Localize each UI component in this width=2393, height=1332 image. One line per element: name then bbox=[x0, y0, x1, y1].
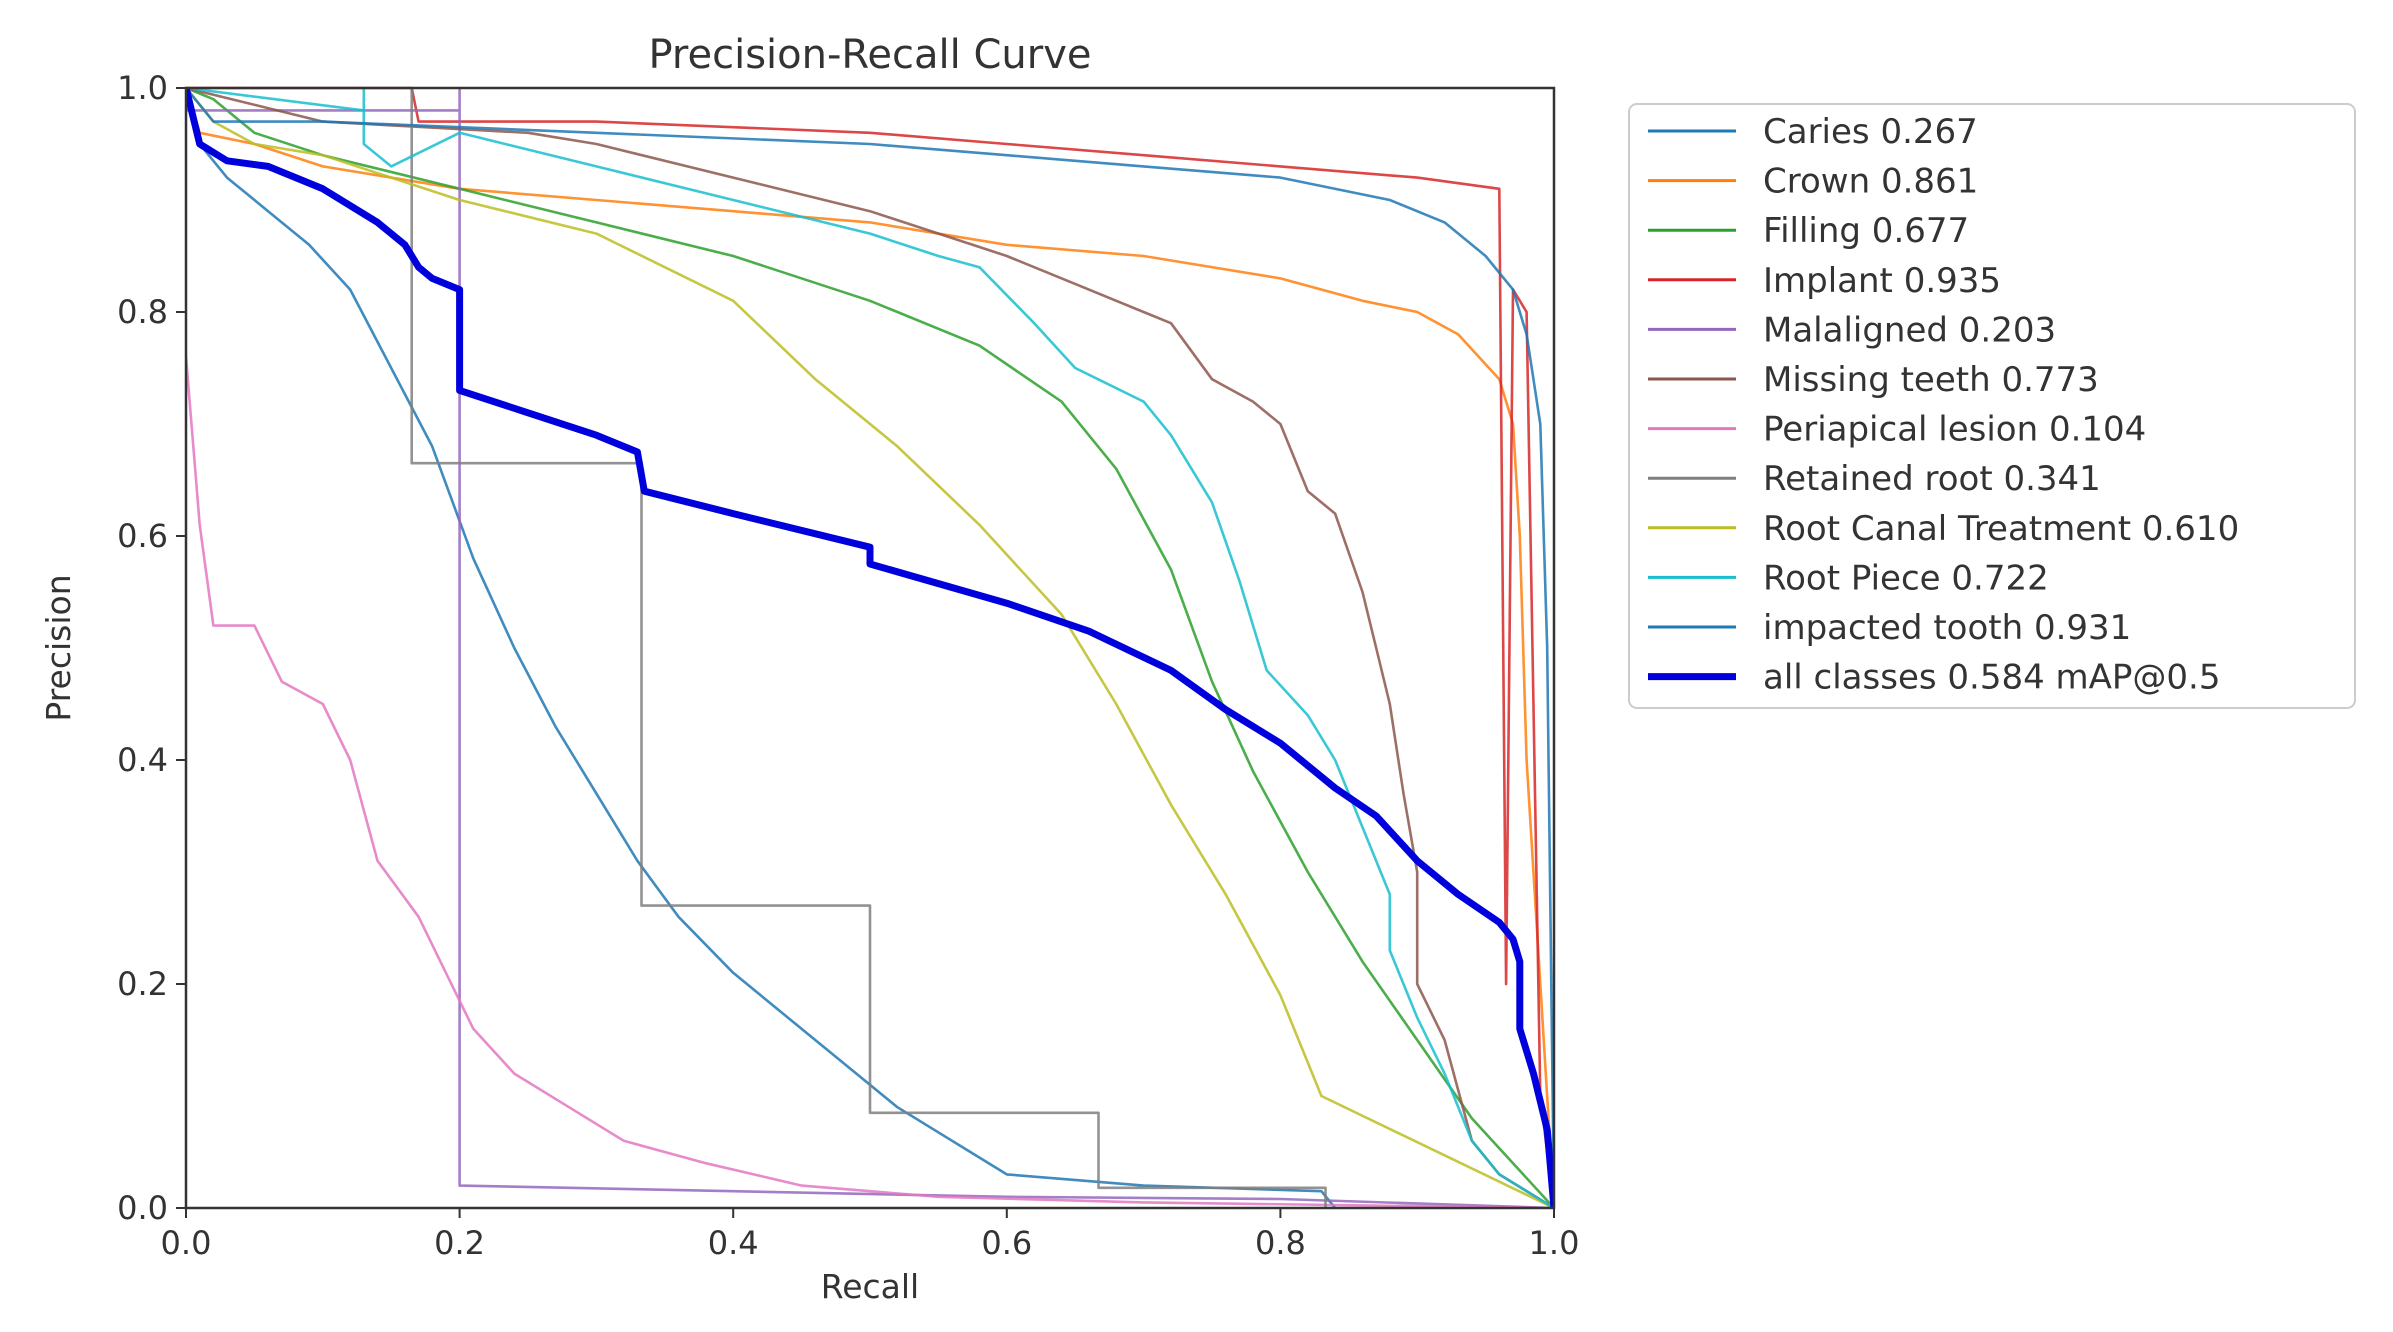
x-tick-label: 0.0 bbox=[161, 1224, 212, 1262]
legend-label-11: all classes 0.584 mAP@0.5 bbox=[1763, 658, 2220, 698]
x-tick-label: 0.8 bbox=[1255, 1224, 1306, 1262]
x-tick-label: 1.0 bbox=[1529, 1224, 1580, 1262]
x-axis-label: Recall bbox=[821, 1267, 919, 1306]
y-tick-label: 0.2 bbox=[117, 965, 168, 1003]
y-tick-label: 0.4 bbox=[117, 741, 168, 779]
x-tick-label: 0.2 bbox=[434, 1224, 485, 1262]
legend-label-4: Malaligned 0.203 bbox=[1763, 310, 2056, 350]
series-line-11 bbox=[186, 87, 1554, 1208]
series-line-9 bbox=[186, 86, 1554, 1208]
y-tick-label: 0.8 bbox=[117, 293, 168, 331]
series-line-5 bbox=[186, 86, 1554, 1208]
legend-box bbox=[1628, 103, 2356, 709]
y-tick-label: 0.6 bbox=[117, 517, 168, 555]
legend-label-7: Retained root 0.341 bbox=[1763, 459, 2101, 499]
legend-label-5: Missing teeth 0.773 bbox=[1763, 360, 2099, 400]
legend-label-3: Implant 0.935 bbox=[1763, 261, 2001, 301]
x-tick-label: 0.4 bbox=[708, 1224, 759, 1262]
legend-label-0: Caries 0.267 bbox=[1763, 112, 1978, 152]
x-tick-label: 0.6 bbox=[981, 1224, 1032, 1262]
legend: Caries 0.267 Crown 0.861 Filling 0.677 Impl… bbox=[1628, 103, 2356, 709]
series-line-4 bbox=[186, 86, 1554, 1208]
legend-label-1: Crown 0.861 bbox=[1763, 162, 1978, 202]
series-line-1 bbox=[186, 87, 1554, 1208]
legend-label-2: Filling 0.677 bbox=[1763, 211, 1969, 251]
legend-label-6: Periapical lesion 0.104 bbox=[1763, 410, 2146, 450]
y-tick-label: 0.0 bbox=[117, 1189, 168, 1227]
y-tick-label: 1.0 bbox=[117, 69, 168, 107]
series-line-8 bbox=[186, 87, 1554, 1208]
series-line-7 bbox=[410, 88, 1327, 1208]
y-axis-label: Precision bbox=[39, 574, 78, 721]
series-line-0 bbox=[186, 87, 1337, 1208]
series-line-10 bbox=[186, 87, 1554, 1208]
legend-label-10: impacted tooth 0.931 bbox=[1763, 608, 2131, 648]
series-line-6 bbox=[186, 356, 1554, 1208]
plot-frame bbox=[184, 86, 1556, 1210]
legend-label-8: Root Canal Treatment 0.610 bbox=[1763, 509, 2239, 549]
chart-title: Precision-Recall Curve bbox=[649, 32, 1092, 78]
series-line-3 bbox=[186, 86, 1554, 1208]
legend-label-9: Root Piece 0.722 bbox=[1763, 558, 2049, 598]
